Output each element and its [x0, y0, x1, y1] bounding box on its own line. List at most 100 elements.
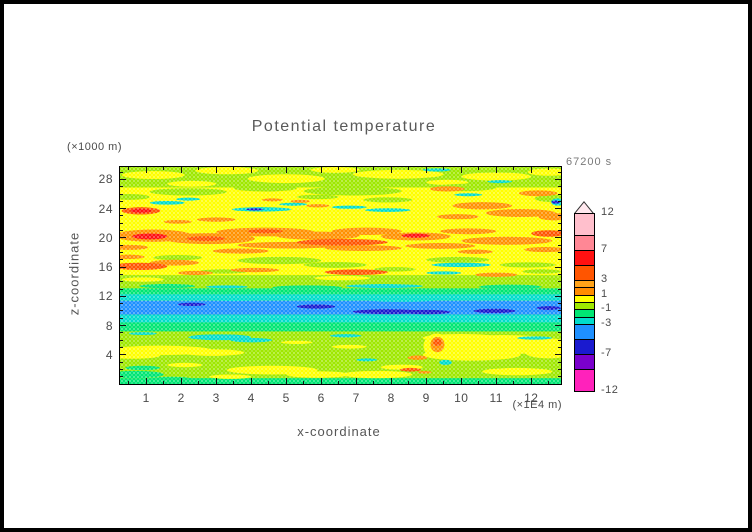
- y-tick: [558, 222, 561, 224]
- x-tick-label: 9: [422, 391, 430, 405]
- contour-blob: [519, 190, 558, 197]
- contour-blob: [275, 231, 360, 240]
- y-tick: [120, 244, 123, 246]
- x-tick: [320, 167, 322, 173]
- contour-blob: [212, 248, 269, 254]
- contour-blob: [426, 179, 469, 185]
- contour-blob: [401, 309, 451, 315]
- contour-blob: [176, 197, 201, 201]
- y-tick: [558, 200, 561, 202]
- contour-blob: [188, 334, 252, 341]
- contour-blob: [407, 355, 428, 360]
- y-tick: [558, 281, 561, 283]
- contour-blob: [139, 283, 196, 289]
- contour-blob: [478, 284, 542, 290]
- colorbar-segment: [575, 288, 594, 295]
- contour-blob: [149, 188, 227, 196]
- x-tick: [145, 378, 147, 384]
- x-tick: [443, 381, 445, 384]
- y-tick: [120, 230, 123, 232]
- contour-blob: [247, 229, 283, 234]
- y-tick: [120, 193, 123, 195]
- colorbar-segment: [575, 280, 594, 288]
- contour-blob: [429, 186, 465, 192]
- y-tick: [120, 208, 126, 210]
- y-axis-unit: (×1000 m): [67, 141, 122, 153]
- contour-blob: [181, 349, 245, 356]
- y-tick: [558, 215, 561, 217]
- y-tick: [120, 171, 123, 173]
- y-tick: [558, 376, 561, 378]
- y-tick-label: 12: [98, 289, 113, 304]
- y-tick: [120, 200, 123, 202]
- x-tick: [390, 378, 392, 384]
- x-tick: [145, 167, 147, 173]
- contour-blob: [452, 202, 512, 210]
- contour-blob: [296, 238, 388, 246]
- contour-blob: [120, 254, 145, 260]
- x-tick: [198, 167, 200, 170]
- x-tick: [425, 167, 427, 173]
- x-tick: [163, 381, 165, 384]
- contour-band: [120, 300, 561, 315]
- y-tick-label: 16: [98, 260, 113, 275]
- x-tick-label: 10: [454, 391, 469, 405]
- x-tick: [285, 167, 287, 173]
- x-tick: [443, 167, 445, 170]
- y-tick: [555, 354, 561, 356]
- colorbar-label: -1: [601, 302, 612, 315]
- y-tick: [120, 288, 123, 290]
- contour-blob: [233, 184, 297, 192]
- contour-blob: [290, 199, 311, 203]
- contour-blob: [296, 194, 339, 200]
- y-tick: [120, 368, 123, 370]
- y-tick: [558, 193, 561, 195]
- y-tick-label: 20: [98, 230, 113, 245]
- y-tick: [558, 368, 561, 370]
- x-tick: [233, 381, 235, 384]
- x-tick: [285, 378, 287, 384]
- x-tick: [548, 167, 550, 170]
- contour-blob: [342, 370, 413, 379]
- x-tick: [460, 167, 462, 173]
- colorbar-segment: [575, 214, 594, 236]
- x-tick: [478, 381, 480, 384]
- colorbar-label: 1: [601, 287, 608, 300]
- contour-blob: [487, 180, 512, 184]
- y-tick: [120, 332, 123, 334]
- contour-blob: [363, 197, 413, 203]
- y-tick: [120, 222, 123, 224]
- contour-blob: [401, 233, 430, 238]
- x-tick: [460, 378, 462, 384]
- x-tick: [408, 167, 410, 170]
- colorbar-segment: [575, 302, 594, 310]
- x-tick: [530, 378, 532, 384]
- chart-title: Potential temperature: [251, 118, 437, 135]
- contour-blob: [167, 180, 217, 187]
- contour-blob: [306, 204, 330, 208]
- y-tick: [120, 339, 123, 341]
- contour-blob: [130, 208, 152, 213]
- y-tick: [558, 346, 561, 348]
- y-tick: [558, 317, 561, 319]
- x-tick-label: 8: [387, 391, 395, 405]
- y-tick: [120, 325, 126, 327]
- contour-blob: [426, 256, 490, 263]
- x-tick-label: 11: [489, 391, 503, 405]
- contour-blob: [373, 267, 416, 272]
- contour-blob: [314, 275, 371, 281]
- x-tick: [215, 167, 217, 173]
- contour-blob: [247, 174, 325, 184]
- x-tick: [320, 378, 322, 384]
- contour-blob: [163, 219, 192, 224]
- y-tick-label: 4: [105, 347, 113, 362]
- contour-blob: [400, 367, 421, 372]
- x-tick: [513, 167, 515, 170]
- y-tick: [120, 259, 123, 261]
- x-tick: [408, 381, 410, 384]
- y-tick: [558, 171, 561, 173]
- contour-blob: [230, 267, 280, 273]
- y-tick: [120, 215, 123, 217]
- y-tick: [120, 273, 123, 275]
